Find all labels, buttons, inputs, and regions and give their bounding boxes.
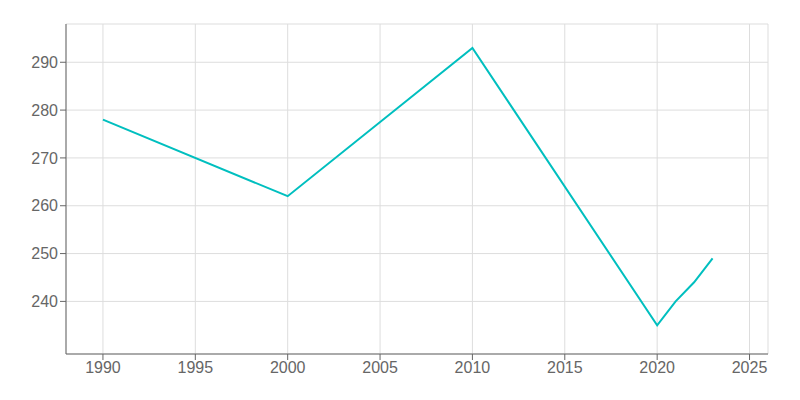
svg-text:2020: 2020: [639, 359, 675, 376]
svg-text:2005: 2005: [362, 359, 398, 376]
svg-text:2025: 2025: [732, 359, 768, 376]
svg-text:2015: 2015: [547, 359, 583, 376]
svg-text:270: 270: [31, 150, 58, 167]
svg-text:240: 240: [31, 293, 58, 310]
svg-text:1990: 1990: [85, 359, 121, 376]
svg-text:2000: 2000: [270, 359, 306, 376]
svg-text:260: 260: [31, 197, 58, 214]
svg-text:250: 250: [31, 245, 58, 262]
svg-text:280: 280: [31, 102, 58, 119]
svg-text:1995: 1995: [178, 359, 214, 376]
svg-text:290: 290: [31, 54, 58, 71]
svg-text:2010: 2010: [455, 359, 491, 376]
